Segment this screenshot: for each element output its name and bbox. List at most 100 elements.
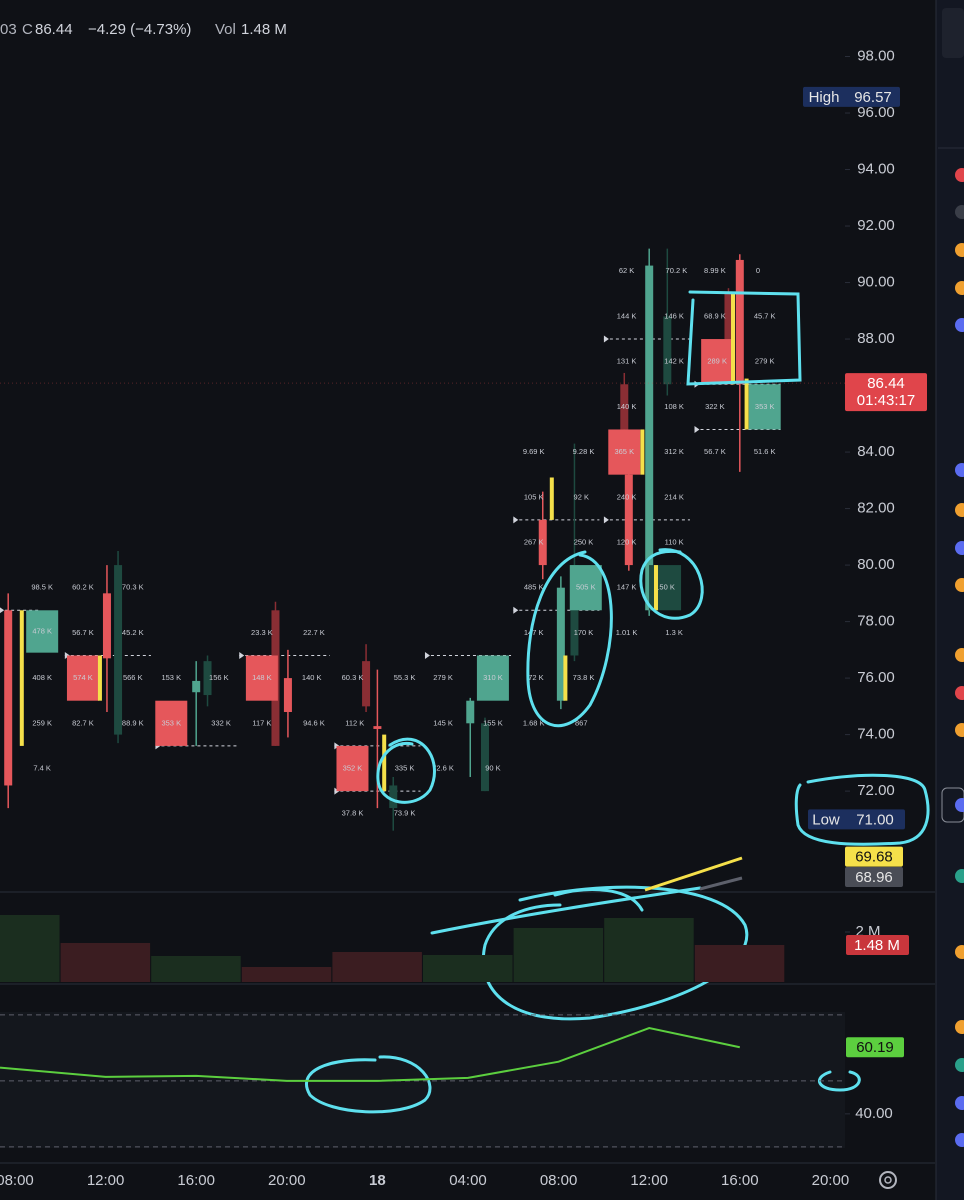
sidebar-icon[interactable] bbox=[955, 1020, 964, 1034]
footprint-label: 73.9 K bbox=[394, 809, 416, 818]
candle-body bbox=[556, 587, 565, 701]
footprint-box bbox=[336, 745, 369, 792]
box-label: 353 K bbox=[755, 402, 775, 411]
candle-body bbox=[203, 661, 212, 696]
close-value: 86.44 bbox=[35, 21, 73, 38]
sidebar-icon[interactable] bbox=[955, 318, 964, 332]
footprint-label: 112 K bbox=[345, 718, 364, 727]
x-tick-label: 04:00 bbox=[449, 1172, 487, 1189]
volume-bar bbox=[604, 918, 694, 982]
footprint-label: 73.8 K bbox=[573, 673, 595, 682]
footprint-label: 144 K bbox=[617, 311, 637, 320]
sidebar-icon[interactable] bbox=[955, 463, 964, 477]
footprint-label: 140 K bbox=[617, 402, 637, 411]
poc-bar bbox=[19, 610, 24, 746]
poc-bar bbox=[640, 429, 645, 475]
footprint-label: 214 K bbox=[664, 492, 684, 501]
high-value: 96.57 bbox=[854, 89, 892, 106]
level-marker bbox=[513, 606, 519, 614]
settings-button[interactable] bbox=[879, 1171, 897, 1189]
footprint-label: 147 K bbox=[524, 628, 544, 637]
level-marker bbox=[513, 516, 519, 524]
footprint-box bbox=[748, 384, 781, 430]
sidebar-icon[interactable] bbox=[955, 243, 964, 257]
sidebar-icon[interactable] bbox=[955, 648, 964, 662]
high-label: High bbox=[809, 89, 840, 106]
settings-icon[interactable] bbox=[879, 1171, 897, 1189]
level-marker bbox=[239, 651, 245, 659]
footprint-label: 51.6 K bbox=[754, 447, 776, 456]
poc-bar bbox=[744, 378, 749, 430]
candle-body bbox=[114, 565, 123, 735]
sidebar-icon[interactable] bbox=[955, 205, 964, 219]
sidebar-icon[interactable] bbox=[955, 503, 964, 517]
volume-bar bbox=[423, 955, 513, 982]
footprint-label: 485 K bbox=[524, 583, 544, 592]
footprint-label: 9.69 K bbox=[523, 447, 545, 456]
annotation-circle bbox=[526, 550, 613, 728]
sidebar-icon[interactable] bbox=[955, 578, 964, 592]
footprint-box bbox=[245, 655, 278, 701]
volume-bar bbox=[0, 915, 60, 982]
last-price: 86.44 bbox=[867, 375, 905, 392]
sidebar-icon[interactable] bbox=[955, 168, 964, 182]
annotation-circle bbox=[376, 737, 436, 804]
footprint-label: 7.4 K bbox=[33, 763, 51, 772]
y-tick-label: 84.00 bbox=[857, 443, 895, 460]
volume-bar bbox=[151, 956, 241, 982]
footprint-label: 94.6 K bbox=[303, 718, 325, 727]
box-label: 353 K bbox=[161, 718, 181, 727]
footprint-label: 322 K bbox=[705, 402, 725, 411]
x-tick-label: 08:00 bbox=[540, 1172, 578, 1189]
x-tick-label: 16:00 bbox=[177, 1172, 215, 1189]
box-label: 150 K bbox=[655, 583, 675, 592]
footprint-label: 335 K bbox=[395, 763, 415, 772]
annotation-box bbox=[794, 773, 930, 846]
y-tick-label: 78.00 bbox=[857, 613, 895, 630]
footprint-label: 70.2 K bbox=[666, 266, 688, 275]
sidebar-tab[interactable] bbox=[942, 8, 964, 58]
rsi-tag-text: 60.19 bbox=[856, 1039, 894, 1056]
sidebar-icon[interactable] bbox=[955, 541, 964, 555]
price-tag bbox=[845, 846, 903, 867]
high-tag bbox=[803, 86, 900, 107]
sidebar-icon[interactable] bbox=[955, 1096, 964, 1110]
footprint-label: 332 K bbox=[211, 718, 231, 727]
footprint-label: 60.2 K bbox=[72, 583, 94, 592]
footprint-label: 566 K bbox=[123, 673, 143, 682]
sidebar-icon[interactable] bbox=[955, 281, 964, 295]
footprint-label: 8.99 K bbox=[704, 266, 726, 275]
volume-tag-text: 1.48 M bbox=[854, 937, 900, 954]
settings-icon-center[interactable] bbox=[884, 1176, 892, 1184]
sidebar-icon[interactable] bbox=[955, 686, 964, 700]
annotation-circle bbox=[817, 1070, 861, 1092]
countdown: 01:43:17 bbox=[857, 392, 915, 409]
low-label: Low bbox=[812, 811, 840, 828]
sidebar-selected[interactable] bbox=[941, 787, 964, 823]
poc-bar bbox=[97, 655, 102, 701]
footprint-label: 72 K bbox=[528, 673, 543, 682]
sidebar-icon[interactable] bbox=[955, 798, 964, 812]
candle-body bbox=[620, 384, 629, 430]
footprint-label: 98.5 K bbox=[31, 583, 53, 592]
footprint-box bbox=[476, 655, 509, 701]
volume-bar bbox=[332, 952, 422, 982]
sidebar-icon[interactable] bbox=[955, 945, 964, 959]
footprint-label: 110 K bbox=[665, 537, 684, 546]
volume-tag bbox=[846, 935, 909, 955]
y-tick-label: 76.00 bbox=[857, 669, 895, 686]
sidebar-icon[interactable] bbox=[955, 723, 964, 737]
footprint-label: 92 K bbox=[574, 492, 589, 501]
sidebar-icon[interactable] bbox=[955, 1058, 964, 1072]
footprint-label: 120 K bbox=[617, 537, 637, 546]
footprint-label: 56.7 K bbox=[704, 447, 726, 456]
footprint-label: 56.7 K bbox=[72, 628, 94, 637]
footprint-label: 153 K bbox=[161, 673, 181, 682]
sidebar-icon[interactable] bbox=[955, 869, 964, 883]
footprint-label: 267 K bbox=[524, 537, 544, 546]
footprint-label: 155 K bbox=[483, 718, 503, 727]
candle-body bbox=[192, 680, 201, 693]
sidebar-icon[interactable] bbox=[955, 1133, 964, 1147]
